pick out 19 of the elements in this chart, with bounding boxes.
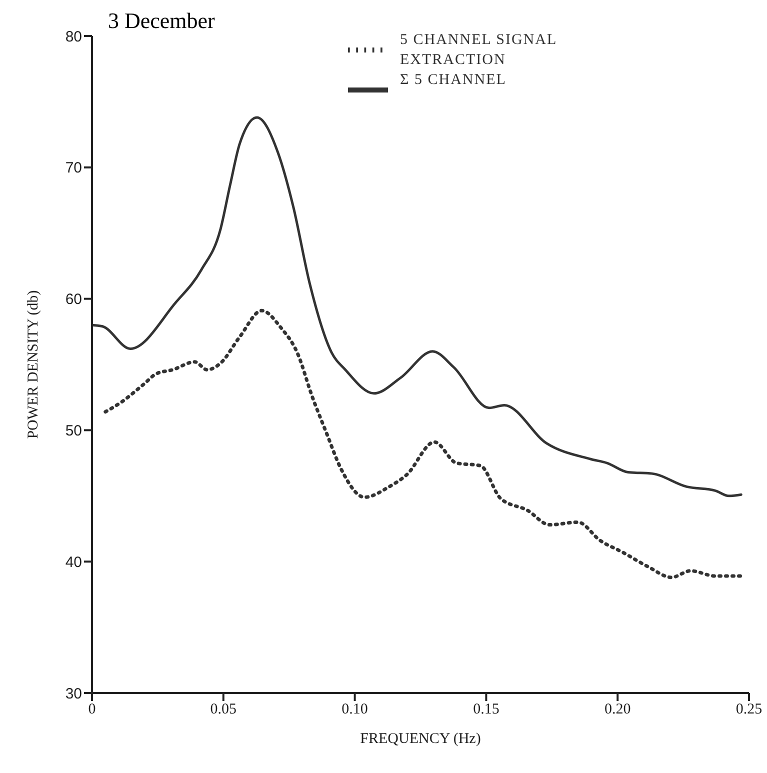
x-tick-label: 0 xyxy=(88,702,96,718)
x-tick-label: 0.15 xyxy=(473,702,500,718)
line-series xyxy=(104,308,743,580)
x-tick-label: 0.10 xyxy=(342,702,368,718)
y-tick-label: 50 xyxy=(65,422,82,440)
chart-title: 3 December xyxy=(108,8,215,34)
y-axis-title: POWER DENSITY (db) xyxy=(25,290,42,439)
legend-label: Σ 5 CHANNEL xyxy=(400,71,508,90)
y-tick-label: 80 xyxy=(65,28,82,46)
y-tick-label: 40 xyxy=(65,554,82,571)
x-tick-label: 0.25 xyxy=(736,702,762,718)
y-tick-label: 30 xyxy=(65,685,82,702)
x-tick-label: 0.05 xyxy=(210,702,237,718)
x-axis-title: FREQUENCY (Hz) xyxy=(360,731,481,747)
x-tick-label: 0.20 xyxy=(604,702,631,718)
y-tick-label: 70 xyxy=(65,160,82,177)
y-tick-label: 60 xyxy=(65,291,82,308)
legend-label: 5 CHANNEL SIGNAL EXTRACTION xyxy=(400,31,558,70)
line-series xyxy=(92,116,742,498)
